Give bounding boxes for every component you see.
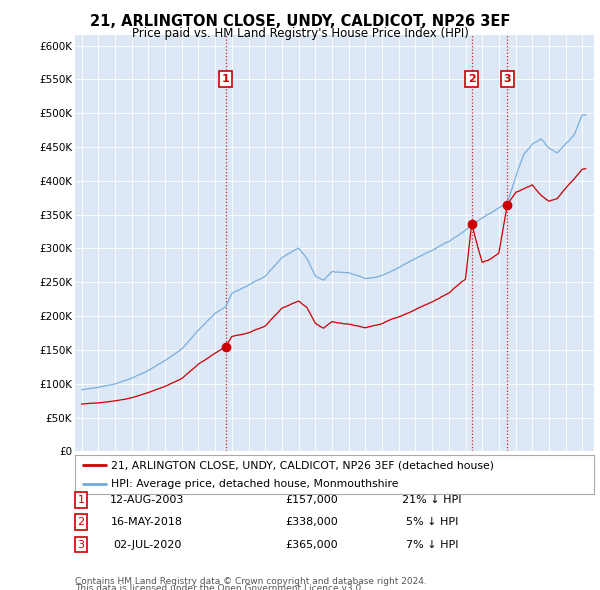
Text: £338,000: £338,000 bbox=[286, 517, 338, 527]
Text: 16-MAY-2018: 16-MAY-2018 bbox=[111, 517, 183, 527]
Text: 02-JUL-2020: 02-JUL-2020 bbox=[113, 540, 181, 549]
Text: 21, ARLINGTON CLOSE, UNDY, CALDICOT, NP26 3EF (detached house): 21, ARLINGTON CLOSE, UNDY, CALDICOT, NP2… bbox=[112, 460, 494, 470]
Text: 12-AUG-2003: 12-AUG-2003 bbox=[110, 495, 184, 504]
Text: £365,000: £365,000 bbox=[286, 540, 338, 549]
Text: This data is licensed under the Open Government Licence v3.0.: This data is licensed under the Open Gov… bbox=[75, 584, 364, 590]
Text: Contains HM Land Registry data © Crown copyright and database right 2024.: Contains HM Land Registry data © Crown c… bbox=[75, 577, 427, 586]
Text: 21, ARLINGTON CLOSE, UNDY, CALDICOT, NP26 3EF: 21, ARLINGTON CLOSE, UNDY, CALDICOT, NP2… bbox=[90, 14, 510, 29]
Text: 5% ↓ HPI: 5% ↓ HPI bbox=[406, 517, 458, 527]
Text: 3: 3 bbox=[77, 540, 85, 549]
Text: 2: 2 bbox=[77, 517, 85, 527]
Text: HPI: Average price, detached house, Monmouthshire: HPI: Average price, detached house, Monm… bbox=[112, 479, 399, 489]
Text: Price paid vs. HM Land Registry's House Price Index (HPI): Price paid vs. HM Land Registry's House … bbox=[131, 27, 469, 40]
Text: 7% ↓ HPI: 7% ↓ HPI bbox=[406, 540, 458, 549]
Text: 1: 1 bbox=[77, 495, 85, 504]
Text: £157,000: £157,000 bbox=[286, 495, 338, 504]
Text: 2: 2 bbox=[468, 74, 476, 84]
Text: 1: 1 bbox=[221, 74, 229, 84]
Text: 3: 3 bbox=[503, 74, 511, 84]
Text: 21% ↓ HPI: 21% ↓ HPI bbox=[402, 495, 462, 504]
